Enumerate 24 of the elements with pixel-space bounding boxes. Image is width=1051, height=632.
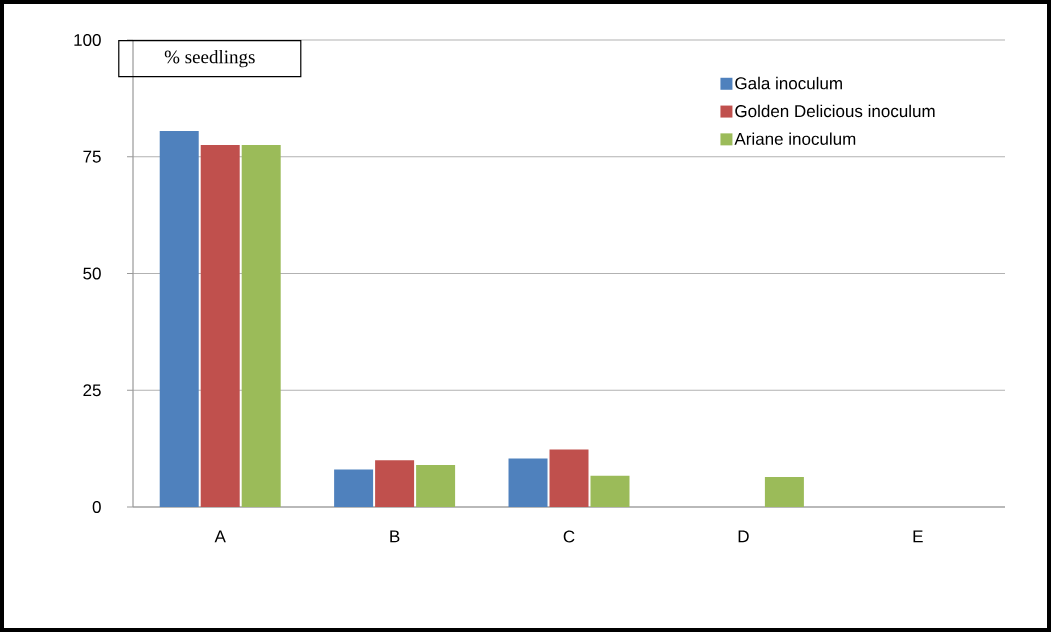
- bar: [159, 131, 199, 507]
- legend-label: Golden Delicious inoculum: [735, 104, 935, 118]
- y-tick-label: 25: [83, 384, 101, 397]
- legend-label: Gala inoculum: [735, 76, 842, 90]
- x-tick-label: B: [390, 530, 400, 543]
- bar: [764, 477, 804, 507]
- bar: [375, 460, 415, 507]
- y-tick-label: 100: [74, 33, 101, 47]
- y-tick-label: 75: [83, 150, 101, 163]
- y-axis-title: % seedlings: [164, 49, 255, 68]
- x-tick-label: D: [738, 530, 749, 543]
- x-tick-label: A: [214, 530, 226, 543]
- x-tick-label: C: [563, 530, 575, 543]
- bar: [200, 145, 240, 507]
- bar: [334, 469, 374, 507]
- y-tick-label: 50: [83, 267, 101, 280]
- x-tick-label: E: [913, 530, 923, 543]
- bar: [549, 449, 589, 507]
- bar: [508, 458, 548, 507]
- bar: [241, 145, 281, 507]
- y-tick-label: 0: [92, 500, 101, 514]
- bar: [590, 475, 630, 507]
- bar: [416, 464, 456, 507]
- legend-label: Ariane inoculum: [734, 132, 856, 145]
